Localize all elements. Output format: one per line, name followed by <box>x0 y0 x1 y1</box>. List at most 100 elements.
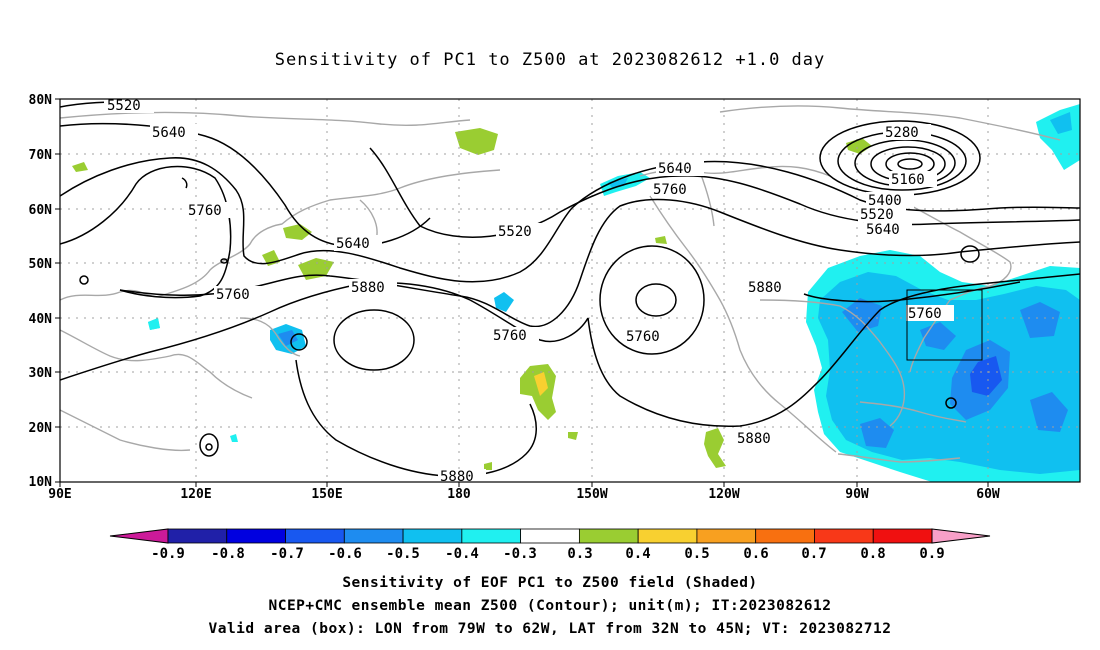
shade-negative <box>148 318 160 330</box>
contour-label: 5760 <box>216 287 250 303</box>
colorbar-swatch <box>461 528 522 544</box>
lon-label: 90W <box>845 487 869 502</box>
colorbar-swatch <box>402 528 463 544</box>
shade-positive <box>520 364 556 420</box>
shade-negative <box>278 330 298 346</box>
shade-negative <box>230 434 238 442</box>
contour-label: 5520 <box>860 207 894 223</box>
shade-negative <box>970 356 1002 396</box>
caption-line-3: Valid area (box): LON from 79W to 62W, L… <box>208 621 892 637</box>
map-title: Sensitivity of PC1 to Z500 at 2023082612… <box>274 50 826 70</box>
contour-label: 5640 <box>658 161 692 177</box>
caption-line-1: Sensitivity of EOF PC1 to Z500 field (Sh… <box>342 575 758 591</box>
contour-label: 5160 <box>891 172 925 188</box>
valid-area-box <box>906 289 983 361</box>
colorbar-labels: -0.9 -0.8 -0.7 -0.6 -0.5 -0.4 -0.3 0.3 0… <box>151 546 945 562</box>
lat-label: 20N <box>29 421 53 436</box>
lon-label: 90E <box>48 487 71 502</box>
contour-label: 5880 <box>748 280 782 296</box>
colorbar-label: -0.7 <box>270 546 304 562</box>
shade-positive <box>455 128 498 155</box>
shade-negative <box>494 292 514 312</box>
colorbar-label: -0.9 <box>151 546 185 562</box>
caption-line-2: NCEP+CMC ensemble mean Z500 (Contour); u… <box>268 598 832 614</box>
shade-positive <box>534 372 548 396</box>
lat-label: 70N <box>29 148 53 163</box>
shade-negative <box>920 322 956 350</box>
lon-label: 120W <box>708 487 739 502</box>
shade-positive <box>568 432 578 440</box>
shade-positive <box>72 162 88 172</box>
contour-label: 5520 <box>498 224 532 240</box>
colorbar-low-end <box>109 528 169 544</box>
contour-label: 5880 <box>440 469 474 485</box>
colorbar-swatch <box>637 528 698 544</box>
shade-positive <box>704 428 726 468</box>
shade-positive <box>846 138 872 154</box>
colorbar-swatch <box>167 528 228 544</box>
colorbar-label: 0.4 <box>625 546 650 562</box>
contour-label: 5760 <box>188 203 222 219</box>
shade-positive <box>283 224 312 240</box>
contour-label: 5880 <box>737 431 771 447</box>
contour-label: 5760 <box>653 182 687 198</box>
contour-label: 5400 <box>868 193 902 209</box>
shade-negative <box>1050 112 1072 134</box>
lat-label: 30N <box>29 366 53 381</box>
shade-negative <box>842 298 882 332</box>
longitude-labels: 90E 120E 150E 180 150W 120W 90W 60W <box>48 487 1000 502</box>
lon-label: 150E <box>311 487 342 502</box>
colorbar-swatch <box>520 528 580 544</box>
colorbar-label: 0.7 <box>801 546 826 562</box>
shade-positive <box>298 258 334 280</box>
colorbar-swatch <box>755 528 815 544</box>
lon-label: 120E <box>180 487 211 502</box>
colorbar-swatch <box>814 528 874 544</box>
colorbar-swatch <box>578 528 639 544</box>
contour-label: 5760 <box>626 329 660 345</box>
lat-label: 50N <box>29 257 53 272</box>
colorbar: -0.9 -0.8 -0.7 -0.6 -0.5 -0.4 -0.3 0.3 0… <box>109 528 991 562</box>
lon-label: 180 <box>447 487 471 502</box>
contour-label: 5640 <box>866 222 900 238</box>
lat-label: 10N <box>29 475 53 490</box>
latitude-labels: 80N 70N 60N 50N 40N 30N 20N 10N <box>29 93 53 490</box>
axis-ticks <box>55 98 989 487</box>
colorbar-swatch <box>696 528 757 544</box>
colorbar-label: 0.9 <box>919 546 944 562</box>
colorbar-swatch <box>343 528 404 544</box>
shade-negative <box>1020 302 1060 338</box>
colorbar-swatch <box>872 528 933 544</box>
contour-label: 5760 <box>908 306 942 322</box>
colorbar-label: -0.4 <box>445 546 479 562</box>
colorbar-label: 0.5 <box>684 546 709 562</box>
lon-label: 60W <box>976 487 1000 502</box>
colorbar-label: -0.8 <box>211 546 245 562</box>
lat-label: 80N <box>29 93 53 108</box>
lat-label: 40N <box>29 312 53 327</box>
shade-negative <box>860 418 894 448</box>
contour-label: 5760 <box>493 328 527 344</box>
shade-negative <box>1036 104 1080 170</box>
contour-labels: 5520 5640 5760 5640 5760 5880 5520 5760 … <box>104 97 954 485</box>
lat-label: 60N <box>29 203 53 218</box>
colorbar-label: -0.6 <box>328 546 362 562</box>
colorbar-swatch <box>226 528 286 544</box>
contour-label: 5520 <box>107 98 141 114</box>
colorbar-label: 0.6 <box>743 546 768 562</box>
colorbar-label: -0.3 <box>503 546 537 562</box>
shade-positive <box>484 462 492 470</box>
colorbar-label: 0.3 <box>567 546 592 562</box>
contour-label: 5640 <box>152 125 186 141</box>
contour-label: 5640 <box>336 236 370 252</box>
colorbar-high-end <box>931 528 991 544</box>
colorbar-swatch <box>285 528 345 544</box>
shade-negative <box>1030 392 1068 432</box>
colorbar-label: -0.5 <box>386 546 420 562</box>
contour-label: 5280 <box>885 125 919 141</box>
map-frame <box>59 98 1081 483</box>
shade-positive <box>655 236 667 244</box>
colorbar-label: 0.8 <box>860 546 885 562</box>
lon-label: 150W <box>576 487 607 502</box>
